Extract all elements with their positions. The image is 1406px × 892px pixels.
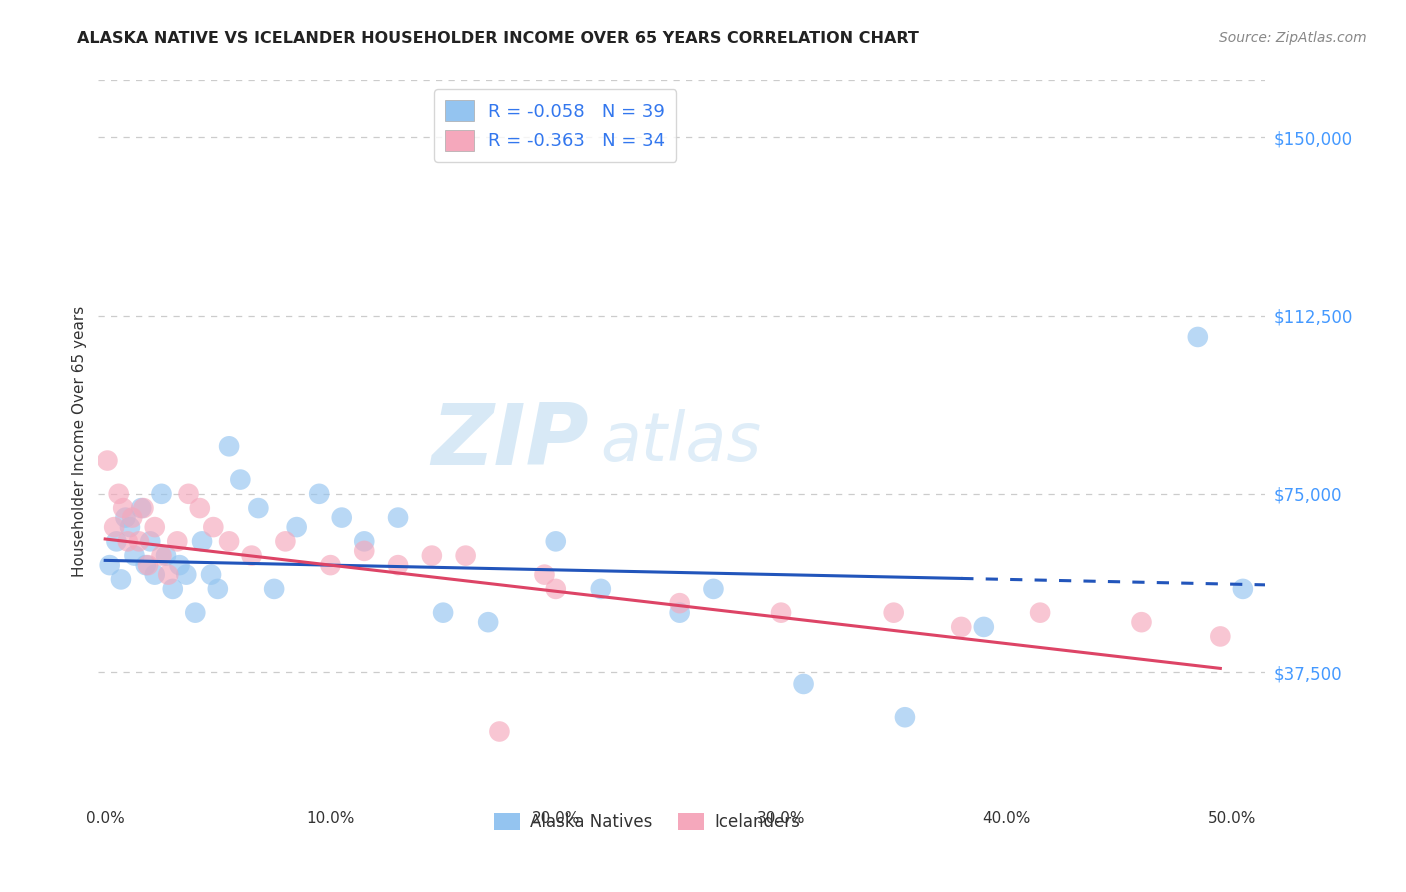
Point bbox=[308, 487, 330, 501]
Point bbox=[96, 453, 118, 467]
Text: ALASKA NATIVE VS ICELANDER HOUSEHOLDER INCOME OVER 65 YEARS CORRELATION CHART: ALASKA NATIVE VS ICELANDER HOUSEHOLDER I… bbox=[77, 31, 920, 46]
Point bbox=[136, 558, 159, 573]
Point bbox=[103, 520, 125, 534]
Point bbox=[533, 567, 555, 582]
Point bbox=[544, 534, 567, 549]
Point bbox=[157, 567, 180, 582]
Point bbox=[274, 534, 297, 549]
Point bbox=[793, 677, 815, 691]
Point bbox=[229, 473, 252, 487]
Point bbox=[191, 534, 214, 549]
Point bbox=[263, 582, 285, 596]
Point bbox=[330, 510, 353, 524]
Point bbox=[202, 520, 225, 534]
Point bbox=[114, 510, 136, 524]
Point bbox=[132, 501, 155, 516]
Point bbox=[200, 567, 222, 582]
Point bbox=[143, 567, 166, 582]
Point bbox=[118, 520, 141, 534]
Y-axis label: Householder Income Over 65 years: Householder Income Over 65 years bbox=[72, 306, 87, 577]
Point bbox=[121, 510, 143, 524]
Point bbox=[477, 615, 499, 630]
Point bbox=[1209, 629, 1232, 643]
Point bbox=[353, 534, 375, 549]
Point bbox=[143, 520, 166, 534]
Point bbox=[432, 606, 454, 620]
Point bbox=[770, 606, 793, 620]
Point bbox=[107, 487, 129, 501]
Point bbox=[129, 501, 152, 516]
Point bbox=[387, 510, 409, 524]
Point bbox=[184, 606, 207, 620]
Point bbox=[1232, 582, 1254, 596]
Point bbox=[894, 710, 917, 724]
Point bbox=[668, 606, 690, 620]
Point bbox=[112, 501, 135, 516]
Point bbox=[1130, 615, 1153, 630]
Point bbox=[454, 549, 477, 563]
Point bbox=[387, 558, 409, 573]
Point bbox=[247, 501, 270, 516]
Point bbox=[169, 558, 191, 573]
Text: atlas: atlas bbox=[600, 409, 761, 475]
Point bbox=[973, 620, 995, 634]
Point bbox=[950, 620, 973, 634]
Legend: Alaska Natives, Icelanders: Alaska Natives, Icelanders bbox=[486, 806, 807, 838]
Point bbox=[218, 439, 240, 453]
Point bbox=[702, 582, 724, 596]
Point bbox=[589, 582, 612, 596]
Point bbox=[883, 606, 905, 620]
Text: Source: ZipAtlas.com: Source: ZipAtlas.com bbox=[1219, 31, 1367, 45]
Point bbox=[177, 487, 200, 501]
Text: ZIP: ZIP bbox=[430, 400, 589, 483]
Point bbox=[150, 487, 173, 501]
Point bbox=[128, 534, 150, 549]
Point bbox=[420, 549, 443, 563]
Point bbox=[98, 558, 121, 573]
Point bbox=[218, 534, 240, 549]
Point bbox=[139, 534, 162, 549]
Point bbox=[1029, 606, 1052, 620]
Point bbox=[544, 582, 567, 596]
Point bbox=[1187, 330, 1209, 344]
Point bbox=[110, 573, 132, 587]
Point bbox=[668, 596, 690, 610]
Point bbox=[240, 549, 263, 563]
Point bbox=[188, 501, 211, 516]
Point bbox=[488, 724, 510, 739]
Point bbox=[117, 534, 139, 549]
Point bbox=[150, 549, 173, 563]
Point bbox=[319, 558, 342, 573]
Point bbox=[353, 544, 375, 558]
Point bbox=[124, 549, 146, 563]
Point bbox=[174, 567, 197, 582]
Point bbox=[207, 582, 229, 596]
Point bbox=[105, 534, 128, 549]
Point bbox=[285, 520, 308, 534]
Point bbox=[155, 549, 177, 563]
Point bbox=[166, 534, 188, 549]
Point bbox=[135, 558, 157, 573]
Point bbox=[162, 582, 184, 596]
